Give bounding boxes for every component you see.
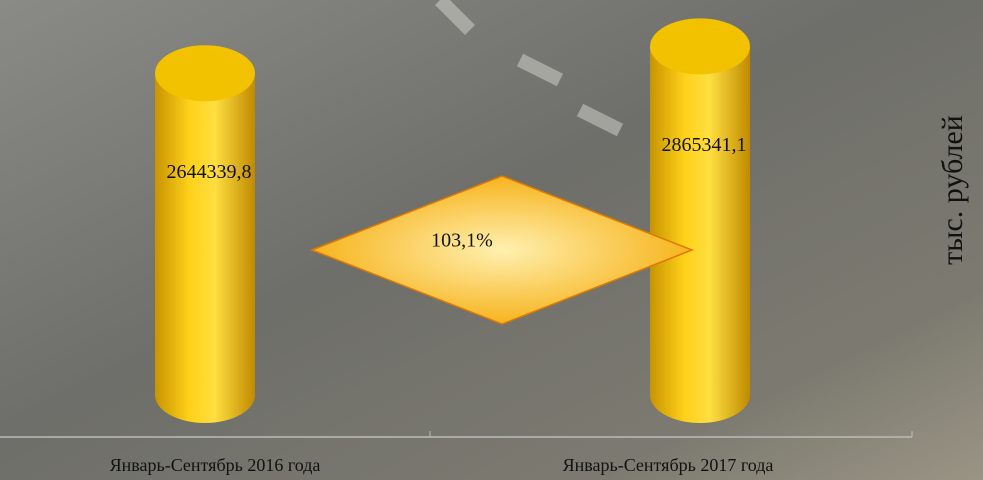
x-tick-label: Январь-Сентябрь 2017 года [563,455,774,475]
cylinder-top [650,18,750,75]
annotation: 103,1% [431,230,493,252]
y-axis-title: тыс. рублей [936,115,969,265]
x-tick-label: Январь-Сентябрь 2016 года [110,455,321,475]
cylinder-top [155,45,255,102]
background-decoration [435,0,704,187]
cylinder-body [650,46,750,424]
value-label: 2865341,1 [662,134,747,156]
cylinder-body [155,73,255,424]
annotation-diamond [309,175,695,325]
value-label: 2644339,8 [167,161,252,183]
